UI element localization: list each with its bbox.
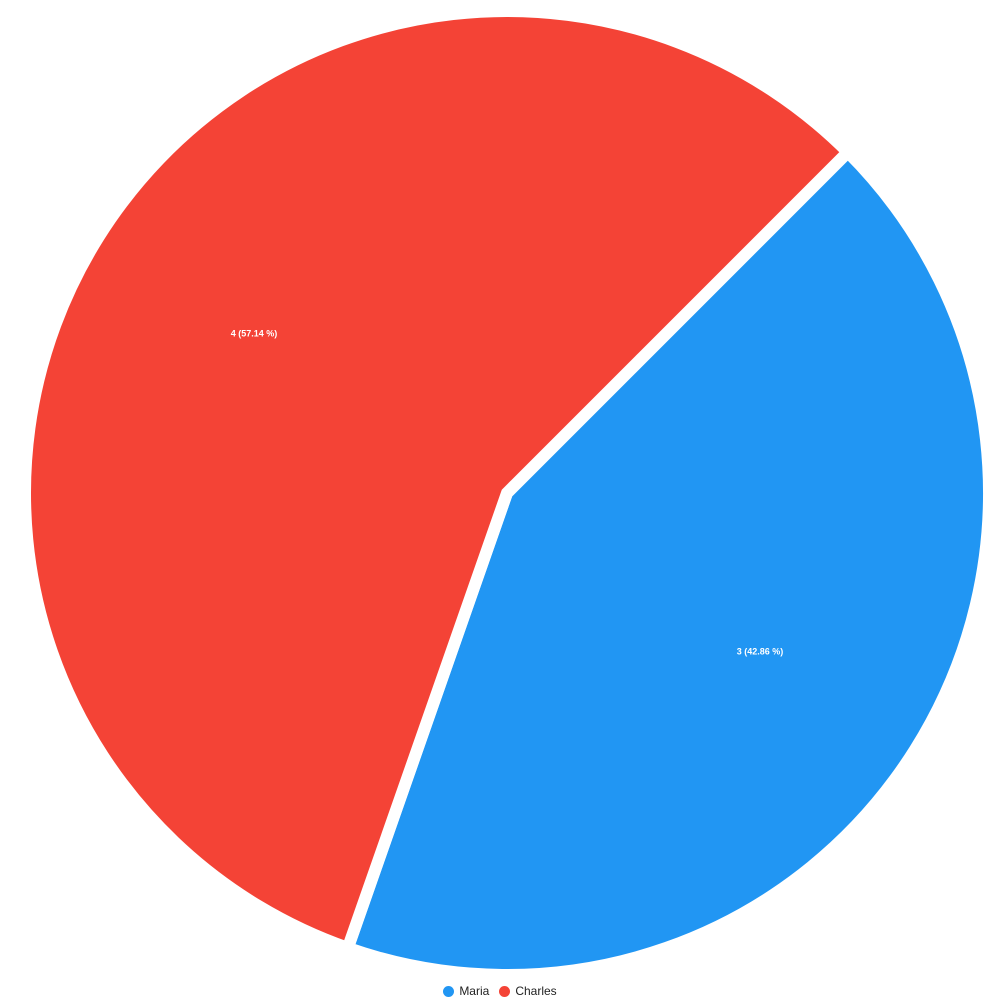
pie-slice-charles[interactable] (19, 5, 857, 956)
legend-label-charles: Charles (515, 984, 557, 998)
legend-swatch-maria (443, 985, 455, 997)
legend-item-charles[interactable]: Charles (499, 984, 557, 998)
data-label-charles: 4 (57.14 %) (231, 328, 278, 338)
legend-label-maria: Maria (459, 984, 490, 998)
legend-item-maria[interactable]: Maria (443, 984, 489, 998)
data-label-maria: 3 (42.86 %) (737, 646, 784, 656)
legend-swatch-charles (499, 985, 511, 997)
chart-legend: Maria Charles (0, 982, 1000, 1000)
pie-slice-maria[interactable] (340, 143, 995, 981)
